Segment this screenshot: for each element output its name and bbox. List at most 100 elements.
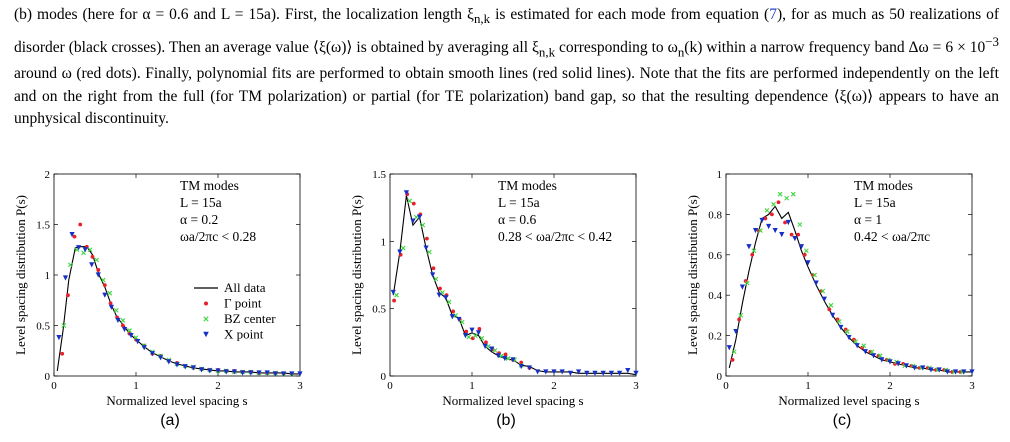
bz-center-marker (420, 222, 426, 228)
gamma-point-marker (484, 340, 488, 345)
bz-center-marker (853, 339, 858, 345)
annotation-text: L = 15a (854, 195, 896, 210)
bz-center-marker (120, 318, 126, 323)
x-point-marker (838, 324, 844, 331)
x-tick-label: 3 (297, 380, 303, 392)
x-point-marker (785, 219, 791, 226)
x-point-marker (248, 370, 254, 376)
y-tick-label: 0.5 (372, 304, 386, 316)
x-point-marker (798, 244, 805, 250)
bz-center-marker (812, 272, 817, 278)
gamma-point-marker (90, 254, 95, 259)
bz-center-marker (844, 329, 850, 334)
x-point-marker (879, 357, 885, 363)
subscript: n (677, 43, 685, 59)
x-point-marker (102, 292, 108, 298)
annotation-text: TM modes (498, 178, 557, 193)
bz-center-marker (400, 245, 406, 251)
x-tick-label: 1 (805, 380, 811, 392)
bz-center-marker (68, 262, 73, 268)
x-point-marker (526, 365, 532, 371)
bz-center-marker (869, 349, 875, 355)
x-point-marker (475, 330, 482, 336)
x-tick-label: 3 (633, 380, 639, 392)
bz-center-marker (87, 247, 93, 253)
x-point-marker (518, 363, 524, 370)
x-point-marker (223, 369, 229, 375)
gamma-point-marker (392, 298, 396, 303)
y-tick-label: 0.8 (708, 209, 722, 221)
x-point-marker (166, 359, 172, 365)
bz-center-marker (861, 343, 867, 349)
paragraph-text: (k) within a narrow frequency band Δω = … (684, 38, 986, 56)
bz-center-marker (466, 334, 472, 340)
gamma-point-marker (827, 307, 832, 312)
y-tick-label: 1 (45, 270, 51, 282)
x-point-marker (76, 245, 82, 251)
bz-center-marker (446, 299, 452, 305)
x-point-marker (920, 365, 926, 371)
gamma-point-marker (120, 323, 125, 328)
x-point-marker (69, 232, 75, 238)
x-point-marker (617, 370, 623, 376)
x-point-marker (128, 333, 134, 339)
gamma-point-marker (503, 352, 508, 357)
bz-center-marker (492, 348, 498, 353)
x-point-marker (961, 369, 967, 375)
x-point-marker (567, 370, 573, 376)
x-point-marker (739, 284, 745, 290)
x-point-marker (592, 370, 598, 376)
bz-center-marker (836, 319, 842, 324)
paper-paragraph: (b) modes (here for α = 0.6 and L = 15a)… (14, 4, 999, 131)
bz-center-marker (459, 319, 465, 325)
x-point-marker (821, 296, 827, 302)
x-tick-label: 1 (133, 380, 139, 392)
y-tick-label: 1 (381, 236, 387, 248)
x-point-marker (115, 317, 121, 324)
x-point-marker (390, 289, 396, 296)
gamma-point-marker (451, 309, 456, 314)
bz-center-marker (394, 292, 399, 298)
bz-center-marker (127, 328, 132, 333)
gamma-point-marker (737, 317, 742, 322)
x-point-marker (264, 370, 270, 376)
bz-center-marker (764, 207, 770, 213)
x-point-marker (928, 367, 934, 373)
x-point-marker (543, 369, 549, 375)
y-tick-label: 1.5 (36, 220, 50, 232)
paragraph-text: ), for as much as 50 realizations of dis… (14, 6, 1000, 56)
bz-center-marker (820, 288, 826, 294)
bz-center-marker (94, 257, 100, 263)
x-point-marker (953, 369, 959, 375)
y-tick-label: 2 (45, 169, 51, 181)
gamma-point-marker (108, 301, 113, 306)
x-point-marker (813, 280, 819, 286)
subscript: n,k (538, 43, 556, 59)
panel-caption-a: (a) (160, 412, 180, 429)
gamma-point-marker (411, 201, 416, 206)
x-point-marker (766, 223, 772, 230)
x-point-marker (403, 190, 409, 196)
bz-center-marker (803, 248, 809, 254)
gamma-point-marker (431, 266, 436, 271)
equation-reference-link[interactable]: 7 (769, 6, 777, 23)
x-point-marker (862, 349, 868, 355)
subscript: n,k (473, 11, 491, 27)
x-point-marker (495, 353, 501, 359)
bz-center-marker (433, 276, 439, 282)
x-point-marker (397, 249, 403, 255)
y-tick-label: 0.4 (708, 290, 722, 302)
gamma-point-marker (464, 329, 469, 334)
bz-center-marker (751, 248, 757, 254)
legend-triangle-swatch (203, 331, 209, 338)
bz-center-marker (828, 302, 834, 308)
x-point-marker (752, 227, 759, 234)
annotation-text: TM modes (854, 178, 913, 193)
x-point-marker (190, 365, 196, 371)
gamma-point-marker (789, 232, 794, 237)
x-point-marker (121, 326, 128, 333)
paragraph-text: is estimated for each mode from equation… (490, 6, 770, 23)
y-axis-title: Level spacing distribution P(s) (13, 195, 28, 355)
